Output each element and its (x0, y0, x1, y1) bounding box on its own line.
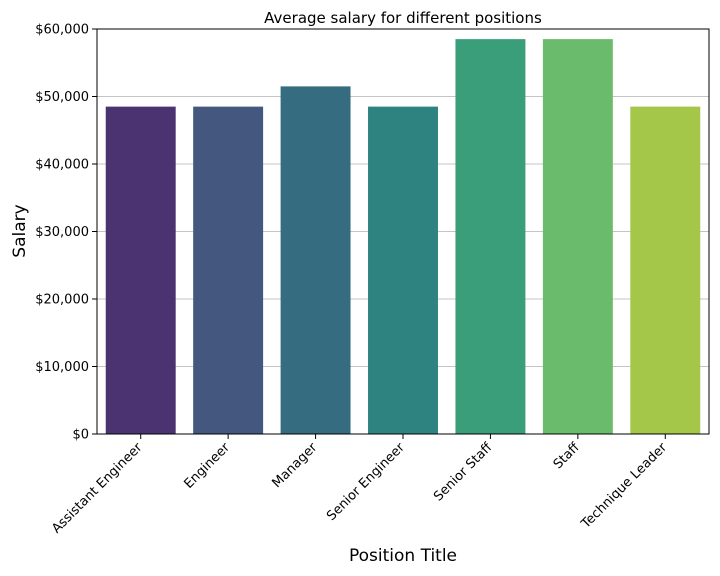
x-tick-label: Manager (269, 440, 320, 491)
x-tick-label: Staff (551, 439, 584, 472)
chart-title: Average salary for different positions (264, 9, 542, 27)
y-tick-label: $30,000 (35, 225, 89, 240)
y-axis-label: Salary (10, 204, 30, 257)
bar (542, 39, 613, 434)
x-tick-label: Senior Engineer (324, 440, 408, 524)
y-tick-label: $60,000 (35, 23, 89, 38)
x-tick-label: Engineer (181, 440, 233, 492)
bar (280, 86, 351, 434)
y-tick-label: $20,000 (35, 293, 89, 308)
x-tick-label: Senior Staff (431, 439, 496, 504)
y-tick-label: $0 (72, 428, 89, 443)
y-tick-label: $10,000 (35, 360, 89, 375)
bar (630, 106, 701, 434)
x-axis-label: Position Title (349, 546, 457, 566)
x-axis-ticks: Assistant Engineer Engineer Manager Senior … (49, 434, 671, 537)
bar (193, 106, 264, 434)
bars (105, 39, 701, 434)
x-tick-label: Technique Leader (578, 440, 671, 533)
x-tick-label: Assistant Engineer (49, 440, 146, 537)
bar (455, 39, 526, 434)
y-tick-label: $50,000 (35, 90, 89, 105)
y-axis-ticks: $0 $10,000 $20,000 $30,000 $40,000 $50,000 $60… (35, 23, 97, 443)
bar (368, 106, 438, 434)
bar (105, 106, 176, 434)
y-tick-label: $40,000 (35, 158, 89, 173)
